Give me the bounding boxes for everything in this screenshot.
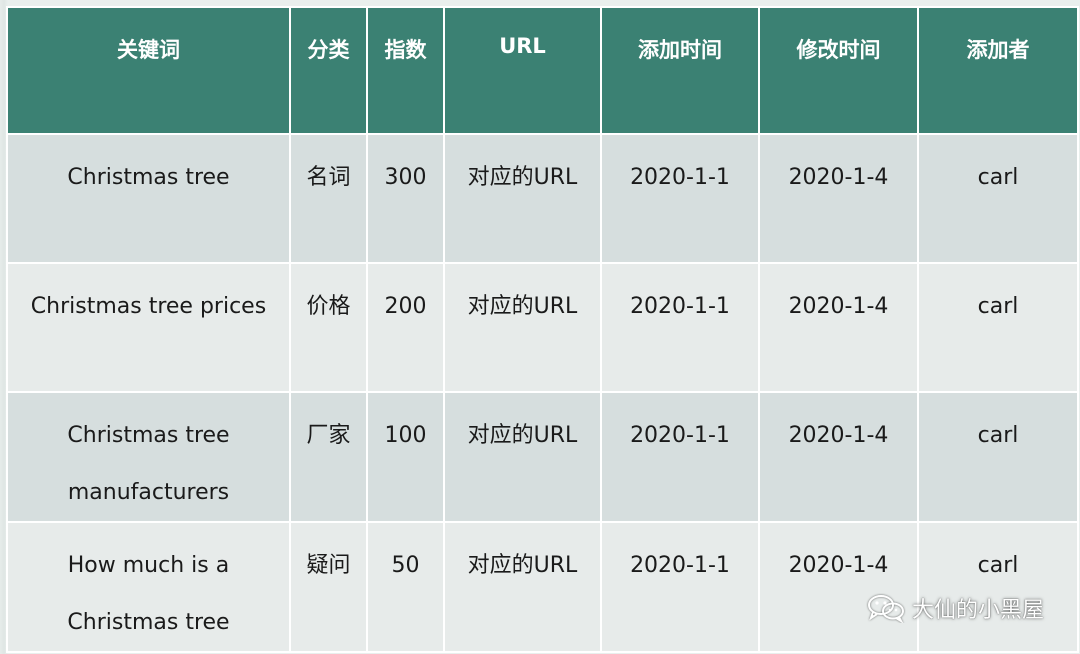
cell-added-time: 2020-1-1	[600, 391, 760, 523]
keyword-line: Christmas tree	[67, 610, 230, 635]
cell-index: 300	[366, 133, 445, 264]
keyword-table-container: 关键词 分类 指数 URL 添加时间 修改时间 添加者 Christmas tr…	[6, 6, 1079, 653]
cell-added-time: 2020-1-1	[600, 521, 760, 653]
cell-keyword: Christmas tree manufacturers	[6, 391, 291, 523]
table-row: Christmas tree prices 价格 200 对应的URL 2020…	[6, 262, 1079, 393]
table-row: Christmas tree 名词 300 对应的URL 2020-1-1 20…	[6, 133, 1079, 264]
keyword-line: Christmas tree	[67, 423, 230, 448]
cell-author: carl	[917, 521, 1079, 653]
cell-author: carl	[917, 391, 1079, 523]
header-author: 添加者	[917, 6, 1079, 135]
cell-keyword: How much is a Christmas tree	[6, 521, 291, 653]
cell-added-time: 2020-1-1	[600, 262, 760, 393]
header-added-time: 添加时间	[600, 6, 760, 135]
table-row: Christmas tree manufacturers 厂家 100 对应的U…	[6, 391, 1079, 523]
table-row: How much is a Christmas tree 疑问 50 对应的UR…	[6, 521, 1079, 653]
keyword-line: manufacturers	[67, 480, 230, 505]
cell-author: carl	[917, 262, 1079, 393]
cell-author: carl	[917, 133, 1079, 264]
cell-category: 名词	[289, 133, 368, 264]
cell-url: 对应的URL	[443, 133, 602, 264]
keyword-line: Christmas tree	[67, 165, 230, 190]
cell-modified-time: 2020-1-4	[758, 133, 919, 264]
cell-modified-time: 2020-1-4	[758, 391, 919, 523]
cell-added-time: 2020-1-1	[600, 133, 760, 264]
cell-category: 疑问	[289, 521, 368, 653]
table-header-row: 关键词 分类 指数 URL 添加时间 修改时间 添加者	[6, 6, 1079, 135]
keyword-table: 关键词 分类 指数 URL 添加时间 修改时间 添加者 Christmas tr…	[6, 6, 1079, 653]
cell-modified-time: 2020-1-4	[758, 521, 919, 653]
cell-url: 对应的URL	[443, 391, 602, 523]
cell-index: 100	[366, 391, 445, 523]
watermark-text: 大仙的小黑屋	[911, 598, 1044, 623]
cell-category: 厂家	[289, 391, 368, 523]
watermark: 大仙的小黑屋	[866, 592, 1044, 624]
cell-keyword: Christmas tree prices	[6, 262, 291, 393]
header-keyword: 关键词	[6, 6, 291, 135]
header-modified-time: 修改时间	[758, 6, 919, 135]
header-index: 指数	[366, 6, 445, 135]
header-category: 分类	[289, 6, 368, 135]
wechat-icon	[867, 595, 904, 623]
cell-category: 价格	[289, 262, 368, 393]
cell-url: 对应的URL	[443, 262, 602, 393]
keyword-line: How much is a	[67, 553, 230, 578]
keyword-line: Christmas tree prices	[30, 294, 267, 319]
cell-keyword: Christmas tree	[6, 133, 291, 264]
cell-index: 200	[366, 262, 445, 393]
cell-index: 50	[366, 521, 445, 653]
header-url: URL	[443, 6, 602, 135]
cell-url: 对应的URL	[443, 521, 602, 653]
cell-modified-time: 2020-1-4	[758, 262, 919, 393]
